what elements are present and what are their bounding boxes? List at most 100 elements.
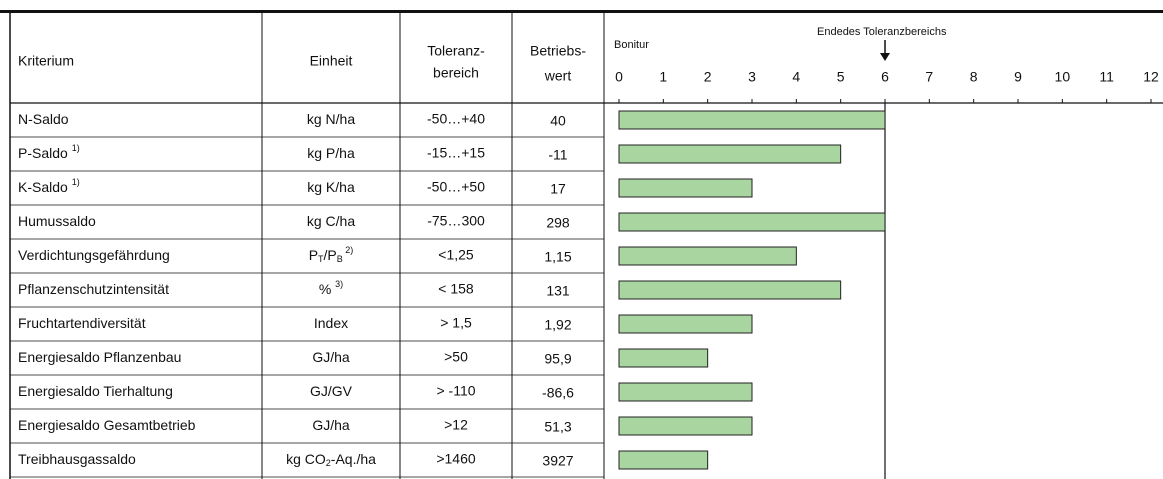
text-run: GJ/ha xyxy=(312,349,350,365)
bar xyxy=(618,382,753,402)
annotation-arrowhead xyxy=(880,53,890,61)
cell-toleranz: < 158 xyxy=(438,281,474,297)
bar xyxy=(618,314,753,334)
cell-einheit: GJ/ha xyxy=(312,417,350,433)
x-tick-label: 2 xyxy=(704,69,712,85)
text-run: kg P/ha xyxy=(307,145,355,161)
cell-kriterium: Humussaldo xyxy=(18,213,96,229)
column-header: Betriebs- xyxy=(530,43,586,59)
bar xyxy=(618,110,886,130)
bar xyxy=(618,348,709,368)
cell-kriterium: K-Saldo 1) xyxy=(18,177,80,194)
text-run: -Aq./ha xyxy=(331,451,376,467)
text-run: kg CO xyxy=(286,451,326,467)
bar xyxy=(618,144,842,164)
text-run: GJ/ha xyxy=(312,417,350,433)
text-run: K-Saldo xyxy=(18,179,72,195)
bar xyxy=(618,280,842,300)
cell-toleranz: -50…+50 xyxy=(427,179,485,195)
cell-einheit: kg P/ha xyxy=(307,145,355,161)
bar xyxy=(618,450,709,470)
x-tick-label: 8 xyxy=(970,69,978,85)
cell-toleranz: > 1,5 xyxy=(440,315,472,331)
text-run: Index xyxy=(314,315,348,331)
x-tick-label: 7 xyxy=(925,69,933,85)
text-run: kg C/ha xyxy=(307,213,355,229)
cell-kriterium: N-Saldo xyxy=(18,111,69,127)
column-header: wert xyxy=(544,68,572,84)
text-run: 1) xyxy=(72,177,80,187)
cell-einheit: kg C/ha xyxy=(307,213,355,229)
x-tick-label: 1 xyxy=(659,69,667,85)
cell-kriterium: Energiesaldo Gesamtbetrieb xyxy=(18,417,196,433)
x-tick-label: 5 xyxy=(837,69,845,85)
text-run: /P xyxy=(324,247,337,263)
column-header: Einheit xyxy=(310,53,353,69)
cell-wert: 298 xyxy=(546,215,570,231)
cell-einheit: kg CO2-Aq./ha xyxy=(286,451,376,469)
x-tick-label: 6 xyxy=(881,69,889,85)
cell-kriterium: Energiesaldo Pflanzenbau xyxy=(18,349,181,365)
cell-wert: 17 xyxy=(550,181,566,197)
x-tick-label: 10 xyxy=(1055,69,1071,85)
cell-einheit: kg K/ha xyxy=(307,179,355,195)
cell-toleranz: > -110 xyxy=(436,383,475,399)
cell-einheit: PT/PB 2) xyxy=(309,245,354,264)
text-run: Energiesaldo Gesamtbetrieb xyxy=(18,417,196,433)
cell-kriterium: Energiesaldo Tierhaltung xyxy=(18,383,173,399)
text-run: GJ/GV xyxy=(310,383,353,399)
x-tick-label: 4 xyxy=(792,69,800,85)
text-run: P-Saldo xyxy=(18,145,72,161)
text-run: % xyxy=(319,281,335,297)
cell-toleranz: >12 xyxy=(444,417,468,433)
cell-einheit: GJ/GV xyxy=(310,383,353,399)
bar xyxy=(618,178,753,198)
annotation: Endedes Toleranzbereichs xyxy=(817,26,947,38)
text-run: Energiesaldo Pflanzenbau xyxy=(18,349,181,365)
text-run: P xyxy=(309,247,318,263)
text-run: Fruchtartendiversität xyxy=(18,315,146,331)
column-header: Toleranz- xyxy=(427,43,485,59)
text-run: kg K/ha xyxy=(307,179,355,195)
cell-toleranz: -15…+15 xyxy=(427,145,485,161)
cell-wert: -11 xyxy=(548,147,567,163)
top-border xyxy=(0,10,1163,13)
text-run: 3) xyxy=(335,279,343,289)
cell-wert: 3927 xyxy=(542,453,573,469)
text-run: 1) xyxy=(72,143,80,153)
text-run: Treibhausgassaldo xyxy=(18,451,136,467)
cell-toleranz: >50 xyxy=(444,349,468,365)
bar xyxy=(618,416,753,436)
axis-label: Bonitur xyxy=(614,39,649,51)
cell-toleranz: <1,25 xyxy=(438,247,474,263)
x-tick-label: 12 xyxy=(1143,69,1159,85)
cell-einheit: kg N/ha xyxy=(307,111,355,127)
text-run: N-Saldo xyxy=(18,111,69,127)
cell-wert: 95,9 xyxy=(544,351,571,367)
cell-einheit: % 3) xyxy=(319,279,343,296)
column-header: bereich xyxy=(433,65,479,81)
cell-kriterium: Treibhausgassaldo xyxy=(18,451,136,467)
text-run: kg N/ha xyxy=(307,111,355,127)
text-run: Pflanzenschutzintensität xyxy=(18,281,169,297)
cell-wert: 40 xyxy=(550,113,566,129)
cell-wert: 1,15 xyxy=(544,249,571,265)
cell-kriterium: Verdichtungsgefährdung xyxy=(18,247,170,263)
text-run: 2 xyxy=(326,458,331,468)
text-run: Humussaldo xyxy=(18,213,96,229)
cell-toleranz: >1460 xyxy=(436,451,476,467)
cell-toleranz: -50…+40 xyxy=(427,111,485,127)
cell-kriterium: Pflanzenschutzintensität xyxy=(18,281,169,297)
bar xyxy=(618,246,797,266)
cell-wert: 1,92 xyxy=(544,317,571,333)
column-header: Kriterium xyxy=(18,53,74,69)
x-tick-label: 3 xyxy=(748,69,756,85)
x-tick-label: 0 xyxy=(615,69,623,85)
bar xyxy=(618,212,886,232)
cell-toleranz: -75…300 xyxy=(427,213,485,229)
text-run: 2) xyxy=(343,245,354,255)
text-run: B xyxy=(337,254,343,264)
cell-wert: 131 xyxy=(546,283,570,299)
cell-einheit: Index xyxy=(314,315,348,331)
